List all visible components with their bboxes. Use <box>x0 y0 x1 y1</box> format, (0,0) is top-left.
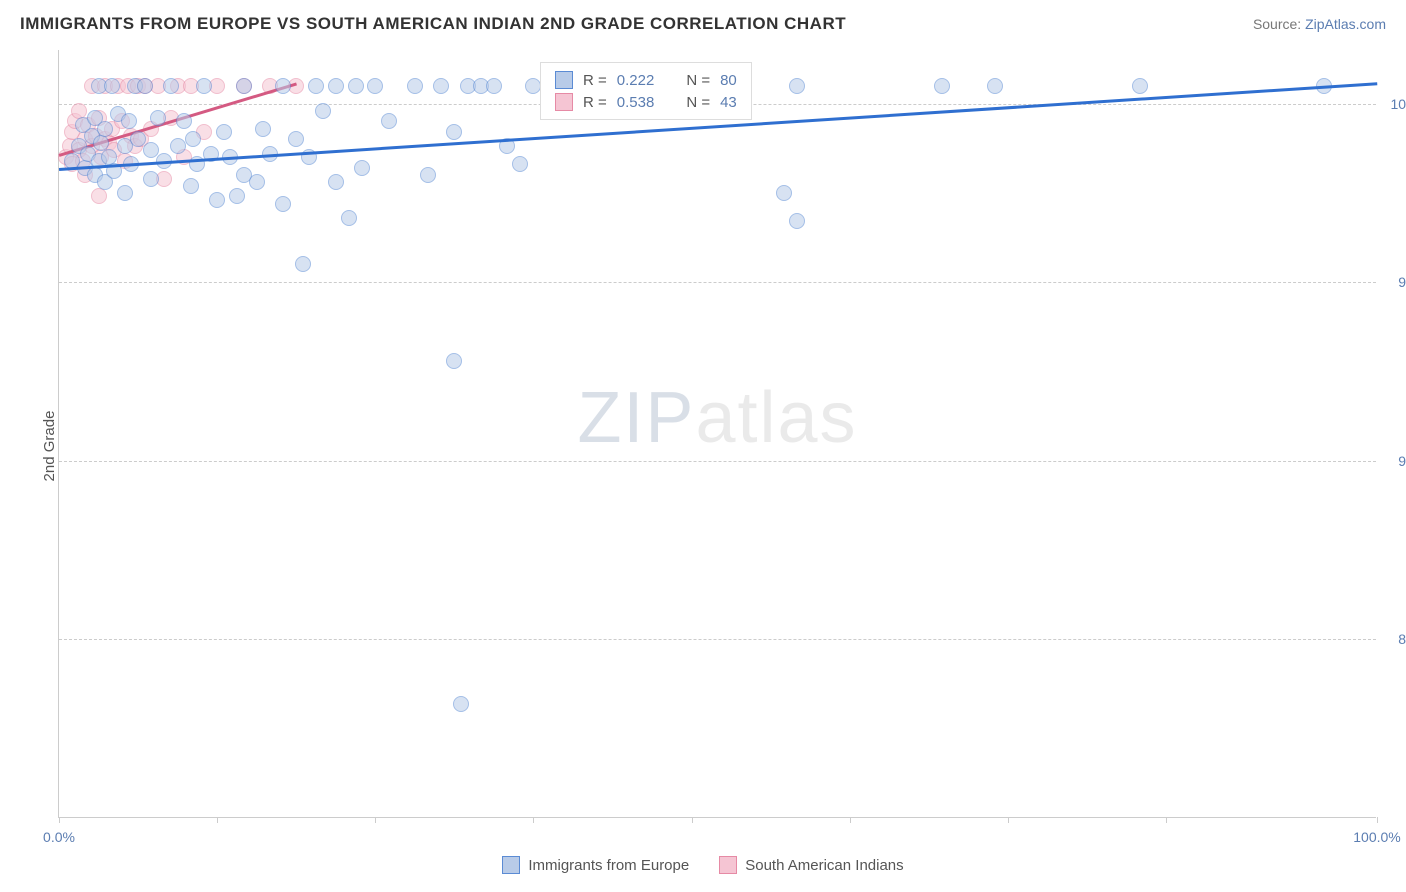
data-point-europe <box>341 210 357 226</box>
xtick <box>850 817 851 823</box>
data-point-europe <box>789 78 805 94</box>
data-point-europe <box>255 121 271 137</box>
data-point-europe <box>433 78 449 94</box>
legend-row-europe: R = 0.222 N = 80 <box>555 69 737 91</box>
legend-swatch-europe <box>502 856 520 874</box>
data-point-europe <box>295 256 311 272</box>
data-point-europe <box>209 192 225 208</box>
xtick <box>692 817 693 823</box>
legend-swatch-sai <box>555 93 573 111</box>
n-value: 43 <box>720 94 737 111</box>
data-point-europe <box>249 174 265 190</box>
data-point-europe <box>789 213 805 229</box>
data-point-europe <box>176 113 192 129</box>
gridline <box>59 639 1376 640</box>
xtick-label: 0.0% <box>43 829 75 845</box>
data-point-europe <box>143 171 159 187</box>
n-label: N = <box>686 94 710 111</box>
data-point-europe <box>185 131 201 147</box>
source-attribution: Source: ZipAtlas.com <box>1253 16 1386 32</box>
data-point-europe <box>183 178 199 194</box>
watermark: ZIPatlas <box>577 377 857 459</box>
xtick <box>59 817 60 823</box>
ytick-label: 100.0% <box>1391 96 1406 112</box>
watermark-atlas: atlas <box>695 378 857 458</box>
legend-swatch-sai <box>719 856 737 874</box>
legend-row-sai: R = 0.538 N = 43 <box>555 91 737 113</box>
gridline <box>59 461 1376 462</box>
data-point-europe <box>348 78 364 94</box>
r-label: R = <box>583 72 607 89</box>
legend-label: South American Indians <box>745 857 903 874</box>
data-point-europe <box>486 78 502 94</box>
data-point-europe <box>121 113 137 129</box>
scatter-chart: ZIPatlas 85.0%90.0%95.0%100.0%0.0%100.0% <box>58 50 1376 818</box>
data-point-europe <box>407 78 423 94</box>
xtick <box>1166 817 1167 823</box>
data-point-europe <box>275 78 291 94</box>
data-point-europe <box>308 78 324 94</box>
r-label: R = <box>583 94 607 111</box>
ytick-label: 90.0% <box>1398 453 1406 469</box>
data-point-europe <box>104 78 120 94</box>
data-point-europe <box>196 78 212 94</box>
y-axis-label: 2nd Grade <box>41 411 58 482</box>
n-label: N = <box>686 72 710 89</box>
data-point-europe <box>150 110 166 126</box>
xtick <box>1008 817 1009 823</box>
r-value: 0.222 <box>617 72 655 89</box>
legend-item-sai: South American Indians <box>719 856 903 874</box>
data-point-europe <box>420 167 436 183</box>
data-point-europe <box>275 196 291 212</box>
data-point-europe <box>512 156 528 172</box>
data-point-europe <box>354 160 370 176</box>
source-prefix: Source: <box>1253 16 1305 32</box>
xtick-label: 100.0% <box>1353 829 1400 845</box>
data-point-europe <box>987 78 1003 94</box>
data-point-europe <box>328 78 344 94</box>
data-point-europe <box>288 131 304 147</box>
ytick-label: 95.0% <box>1398 274 1406 290</box>
data-point-europe <box>236 78 252 94</box>
data-point-europe <box>381 113 397 129</box>
source-link[interactable]: ZipAtlas.com <box>1305 16 1386 32</box>
data-point-europe <box>170 138 186 154</box>
chart-title: IMMIGRANTS FROM EUROPE VS SOUTH AMERICAN… <box>20 14 846 34</box>
xtick <box>533 817 534 823</box>
r-value: 0.538 <box>617 94 655 111</box>
data-point-europe <box>97 121 113 137</box>
data-point-europe <box>163 78 179 94</box>
data-point-europe <box>446 124 462 140</box>
xtick <box>1377 817 1378 823</box>
data-point-europe <box>934 78 950 94</box>
data-point-sai <box>91 188 107 204</box>
data-point-europe <box>446 353 462 369</box>
data-point-europe <box>137 78 153 94</box>
data-point-europe <box>229 188 245 204</box>
data-point-europe <box>216 124 232 140</box>
n-value: 80 <box>720 72 737 89</box>
xtick <box>217 817 218 823</box>
header: IMMIGRANTS FROM EUROPE VS SOUTH AMERICAN… <box>0 0 1406 42</box>
xtick <box>375 817 376 823</box>
legend-swatch-europe <box>555 71 573 89</box>
data-point-europe <box>117 185 133 201</box>
watermark-zip: ZIP <box>577 378 695 458</box>
data-point-europe <box>453 696 469 712</box>
legend-label: Immigrants from Europe <box>528 857 689 874</box>
series-legend: Immigrants from Europe South American In… <box>0 856 1406 874</box>
legend-item-europe: Immigrants from Europe <box>502 856 689 874</box>
data-point-europe <box>315 103 331 119</box>
correlation-legend: R = 0.222 N = 80 R = 0.538 N = 43 <box>540 62 752 120</box>
data-point-europe <box>776 185 792 201</box>
data-point-europe <box>1132 78 1148 94</box>
data-point-europe <box>328 174 344 190</box>
gridline <box>59 282 1376 283</box>
data-point-europe <box>367 78 383 94</box>
ytick-label: 85.0% <box>1398 631 1406 647</box>
